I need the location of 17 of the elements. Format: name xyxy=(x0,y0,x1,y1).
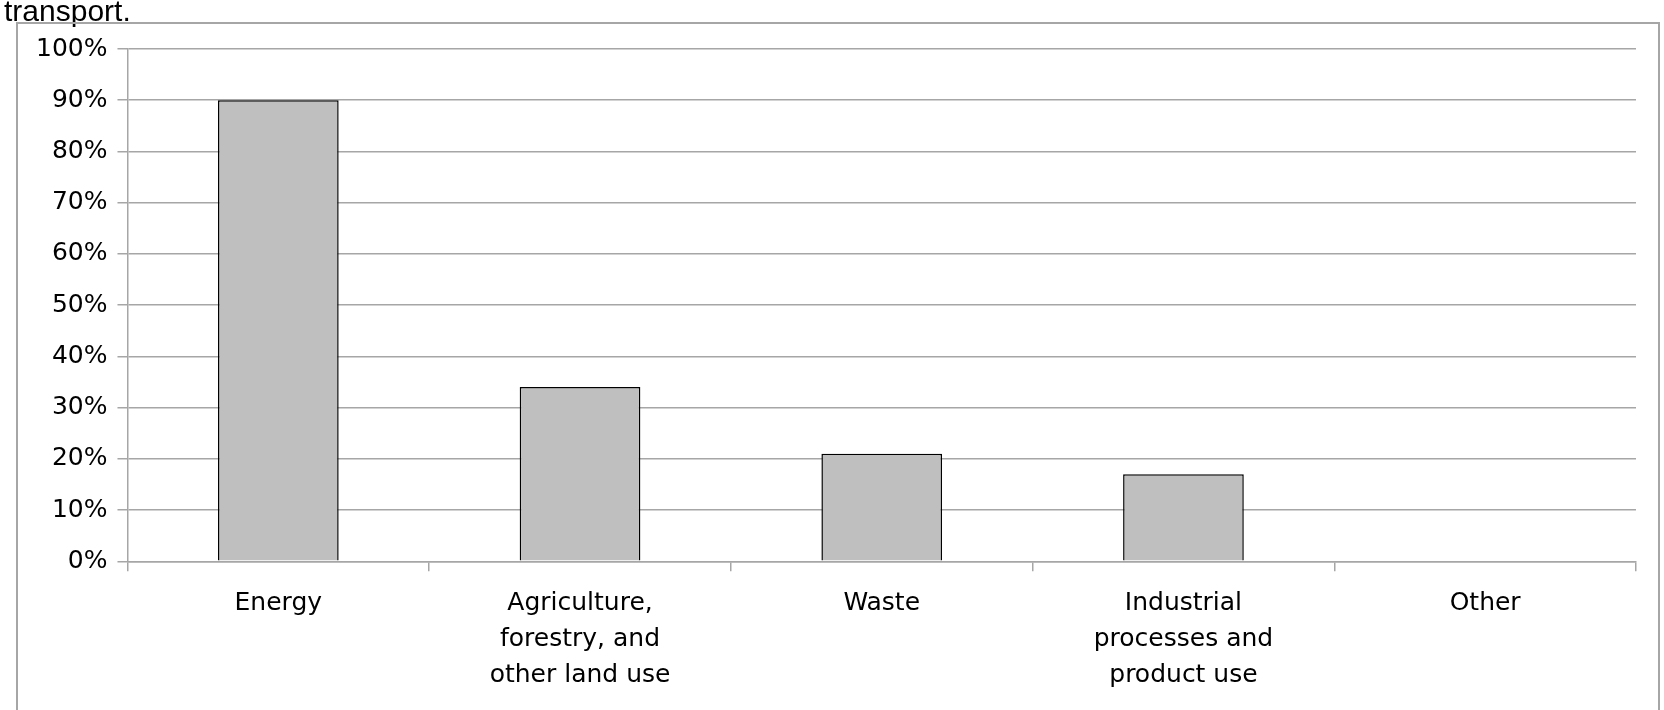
y-tick-label: 70% xyxy=(51,186,108,216)
y-tick-label: 10% xyxy=(51,493,108,523)
x-tick-label: Industrial processes and product use xyxy=(1093,586,1274,689)
x-tick-label: Other xyxy=(1449,586,1522,616)
y-tick-label: 20% xyxy=(51,442,108,472)
text: transport. xyxy=(4,0,131,27)
y-tick-label: 50% xyxy=(51,288,108,318)
x-tick-label: Waste xyxy=(843,586,921,616)
x-tick-label: Agriculture, forestry, and other land use xyxy=(489,586,671,689)
y-tick-label: 30% xyxy=(51,391,108,421)
y-tick-label: 60% xyxy=(51,237,108,267)
y-tick-label: 80% xyxy=(51,134,108,164)
x-tick-label: Energy xyxy=(234,586,323,616)
y-tick-label: 0% xyxy=(67,544,108,574)
y-tick-label: 90% xyxy=(51,83,108,113)
y-tick-label: 40% xyxy=(51,339,108,369)
y-tick-label: 100% xyxy=(35,32,108,62)
